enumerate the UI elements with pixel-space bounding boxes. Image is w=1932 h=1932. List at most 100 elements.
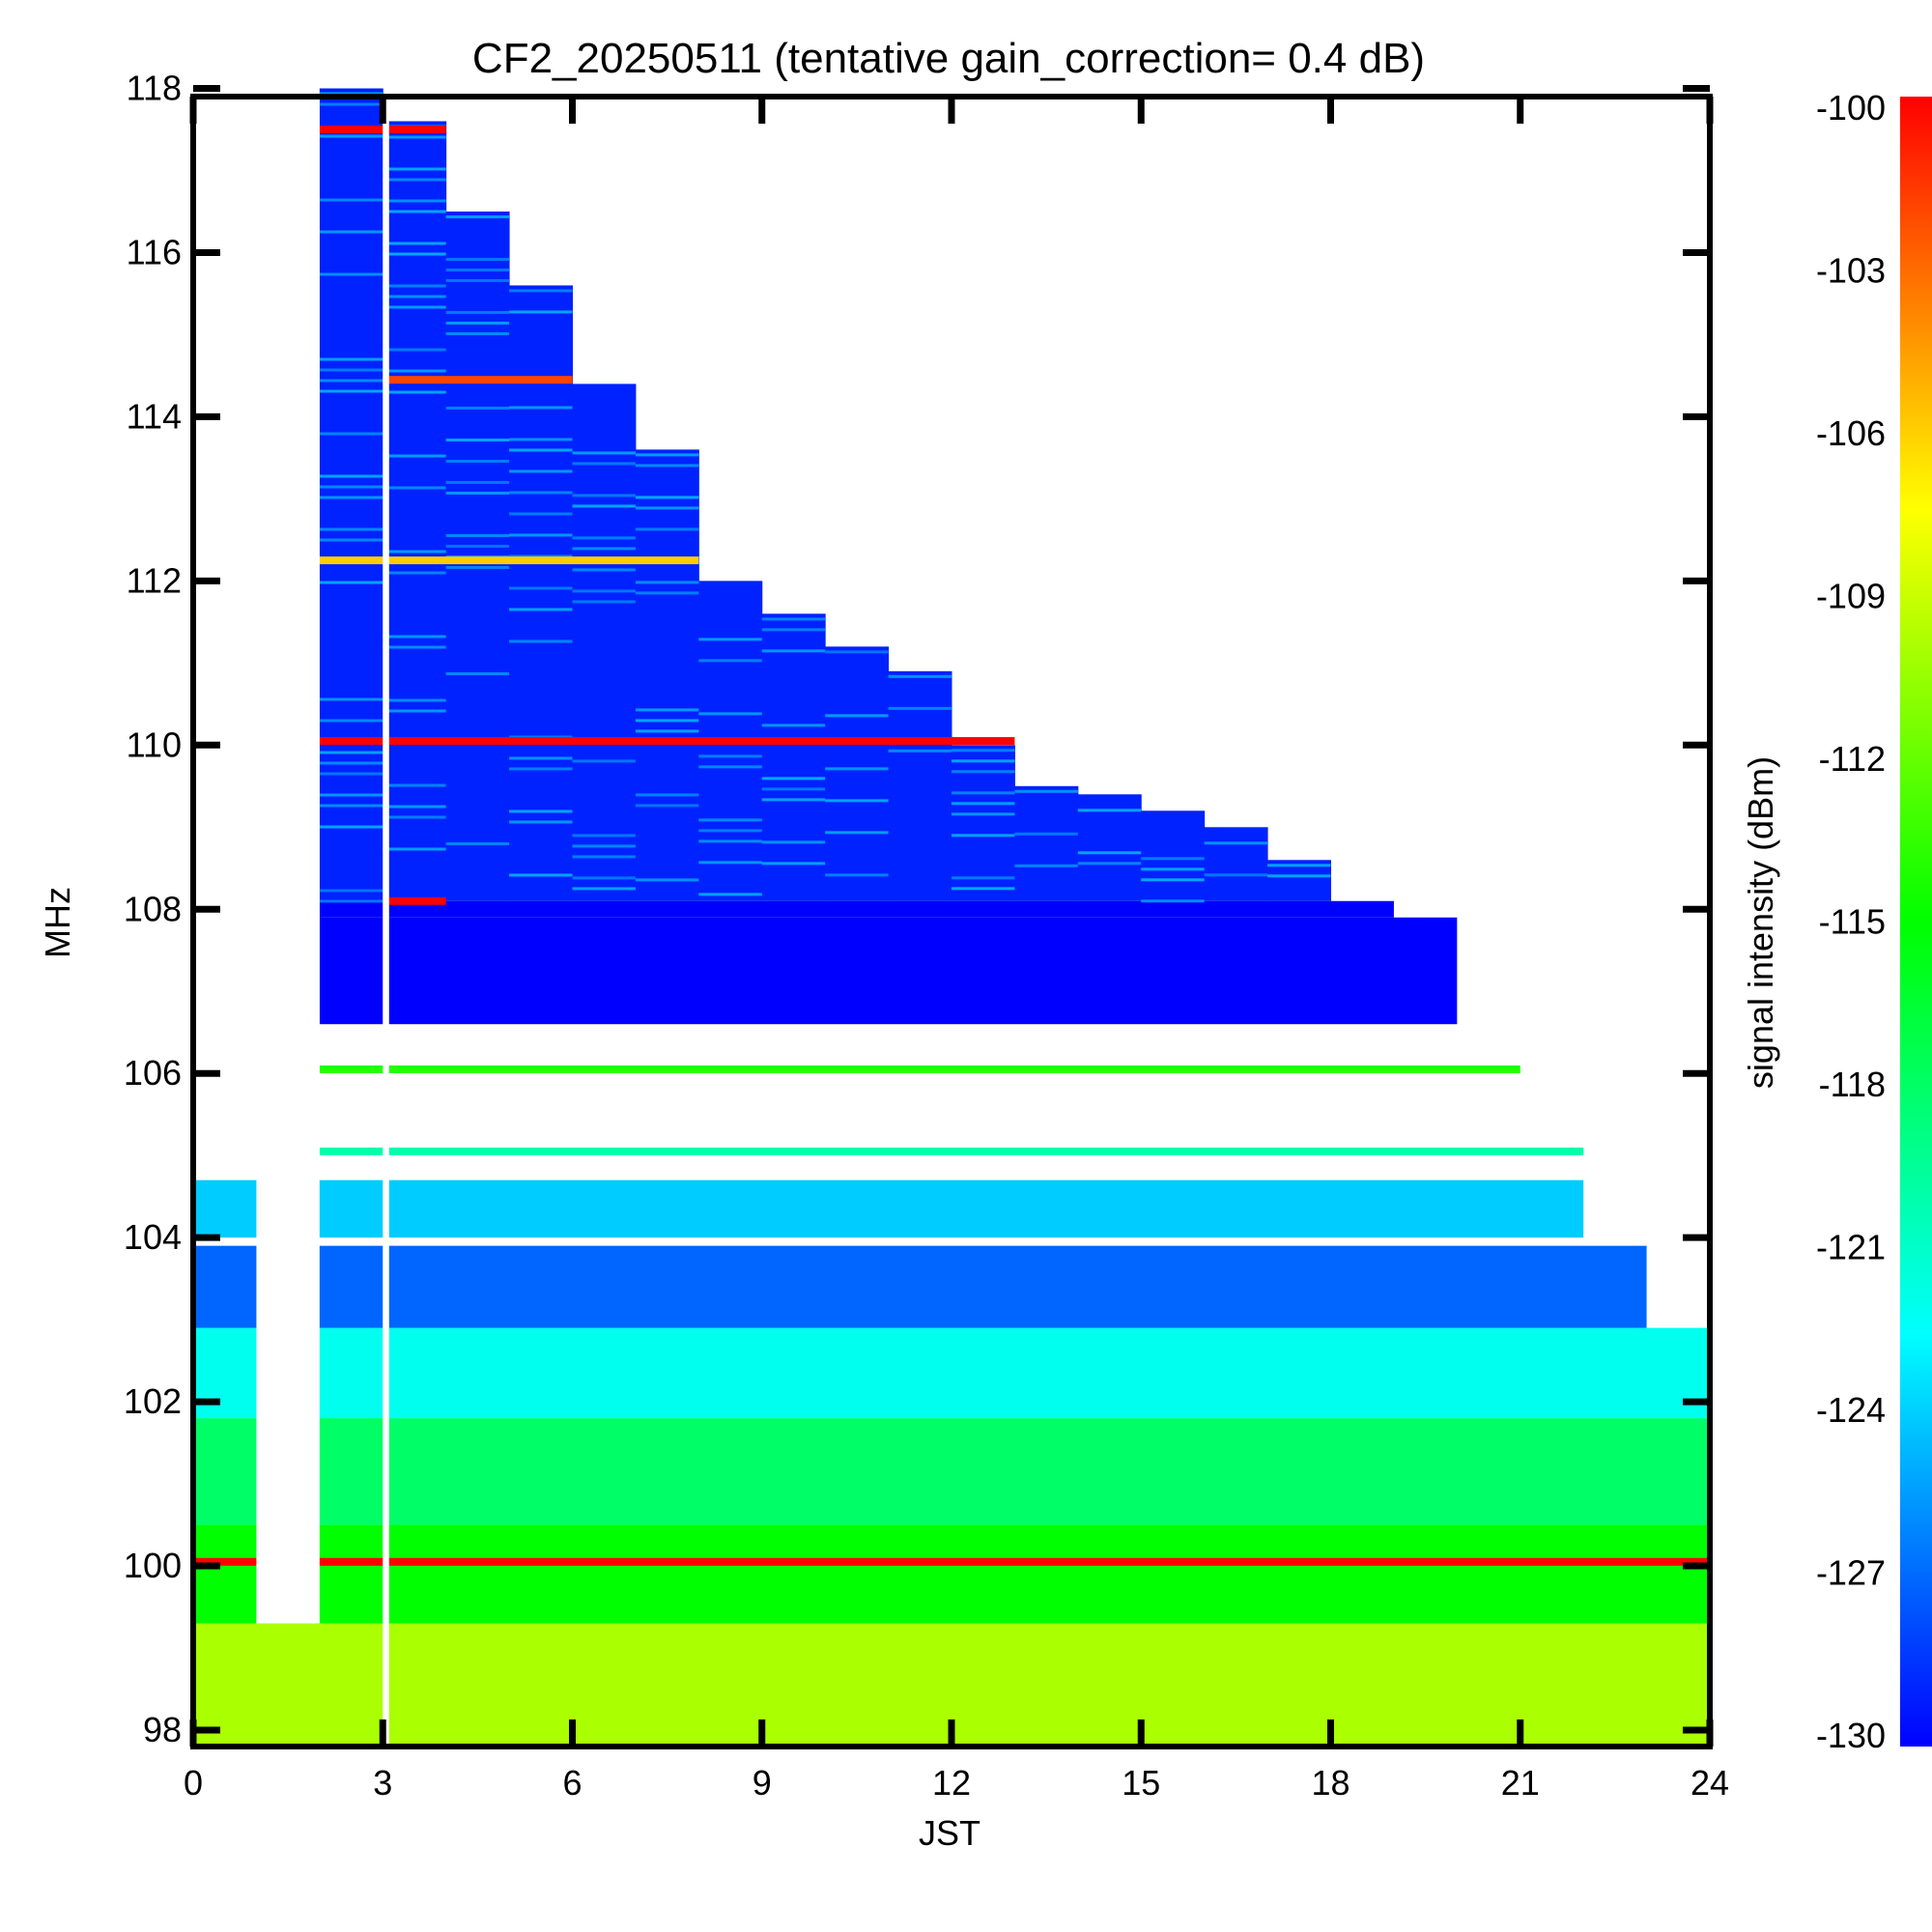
coverage-block xyxy=(383,121,447,901)
band-region xyxy=(193,1245,1647,1328)
coverage-block xyxy=(1267,860,1331,901)
texture-line xyxy=(383,486,446,490)
texture-line xyxy=(319,432,384,436)
texture-line xyxy=(383,390,446,394)
texture-line xyxy=(509,810,573,813)
texture-line xyxy=(319,485,384,489)
texture-line xyxy=(509,469,573,473)
texture-line xyxy=(383,571,446,575)
texture-line xyxy=(761,840,826,844)
coverage-block xyxy=(888,670,952,901)
y-tick-label: 112 xyxy=(127,560,182,600)
texture-line xyxy=(383,709,446,713)
colorbar-tick-label: -103 xyxy=(1816,251,1886,291)
texture-line xyxy=(1267,874,1331,878)
texture-line xyxy=(698,659,762,663)
texture-line xyxy=(572,494,636,497)
texture-line xyxy=(445,459,510,463)
texture-line xyxy=(319,761,384,765)
texture-line xyxy=(635,793,699,797)
texture-line xyxy=(383,167,446,171)
texture-line xyxy=(383,284,446,288)
texture-line xyxy=(319,389,384,393)
texture-line xyxy=(635,878,699,882)
y-axis-title: MHz xyxy=(38,887,77,958)
texture-line xyxy=(383,305,446,309)
texture-line xyxy=(825,714,889,718)
data-gap xyxy=(256,97,320,1624)
texture-line xyxy=(825,767,889,771)
band-region xyxy=(319,900,1394,918)
signal-line xyxy=(319,737,1015,746)
texture-line xyxy=(635,804,699,808)
texture-line xyxy=(445,480,510,484)
texture-line xyxy=(509,608,573,611)
texture-line xyxy=(383,645,446,649)
texture-line xyxy=(572,462,636,466)
texture-line xyxy=(383,783,446,787)
colorbar-tick-label: -118 xyxy=(1819,1065,1886,1104)
texture-line xyxy=(383,295,446,298)
texture-line xyxy=(825,831,889,835)
texture-line xyxy=(572,504,636,508)
texture-line xyxy=(445,491,510,495)
texture-line xyxy=(319,230,384,234)
texture-line xyxy=(635,729,699,733)
texture-line xyxy=(383,369,446,373)
texture-line xyxy=(383,454,446,458)
y-tick-label: 116 xyxy=(127,232,182,271)
y-tick-label: 102 xyxy=(124,1381,182,1421)
coverage-block xyxy=(319,88,384,901)
texture-line xyxy=(1141,857,1205,861)
x-tick-label: 18 xyxy=(1311,1763,1350,1803)
chart-title: CF2_20250511 (tentative gain_correction=… xyxy=(472,35,1425,82)
texture-line xyxy=(761,649,826,653)
texture-line xyxy=(319,474,384,478)
texture-line xyxy=(445,278,510,282)
coverage-block xyxy=(635,449,699,901)
texture-line xyxy=(319,804,384,808)
texture-line xyxy=(888,706,952,710)
texture-line xyxy=(952,770,1015,774)
band-region xyxy=(193,1418,1710,1525)
texture-line xyxy=(509,533,573,537)
colorbar-tick-label: -127 xyxy=(1816,1553,1886,1593)
x-tick-label: 12 xyxy=(932,1763,971,1803)
texture-line xyxy=(635,453,699,457)
texture-line xyxy=(445,331,510,335)
texture-line xyxy=(572,589,636,593)
colorbar-tick-label: -112 xyxy=(1819,739,1886,779)
texture-line xyxy=(572,855,636,859)
y-tick-label: 106 xyxy=(124,1053,182,1093)
texture-line xyxy=(509,448,573,452)
texture-line xyxy=(509,586,573,590)
texture-line xyxy=(1204,841,1268,845)
texture-line xyxy=(825,873,889,877)
coverage-block xyxy=(1204,827,1268,901)
coverage-block xyxy=(509,285,573,901)
texture-line xyxy=(509,310,573,314)
texture-line xyxy=(572,568,636,572)
colorbar xyxy=(1900,97,1932,1747)
colorbar-tick-label: -130 xyxy=(1816,1716,1886,1755)
texture-line xyxy=(761,617,826,621)
texture-line xyxy=(952,887,1015,891)
texture-line xyxy=(1204,873,1268,877)
colorbar-tick-label: -115 xyxy=(1819,902,1886,942)
texture-line xyxy=(572,834,636,838)
coverage-block xyxy=(825,646,890,901)
texture-line xyxy=(509,406,573,410)
texture-line xyxy=(383,815,446,819)
x-tick-label: 0 xyxy=(184,1763,203,1803)
texture-line xyxy=(1014,789,1078,793)
y-axis: 98 100 102 104 106 108 110 112 114 116 118 xyxy=(124,69,1710,1749)
texture-line xyxy=(698,861,762,865)
texture-line xyxy=(319,379,384,383)
texture-line xyxy=(509,512,573,516)
texture-line xyxy=(445,257,510,261)
texture-line xyxy=(1141,878,1205,882)
texture-line xyxy=(761,777,826,781)
texture-line xyxy=(445,406,510,410)
texture-line xyxy=(383,348,446,352)
